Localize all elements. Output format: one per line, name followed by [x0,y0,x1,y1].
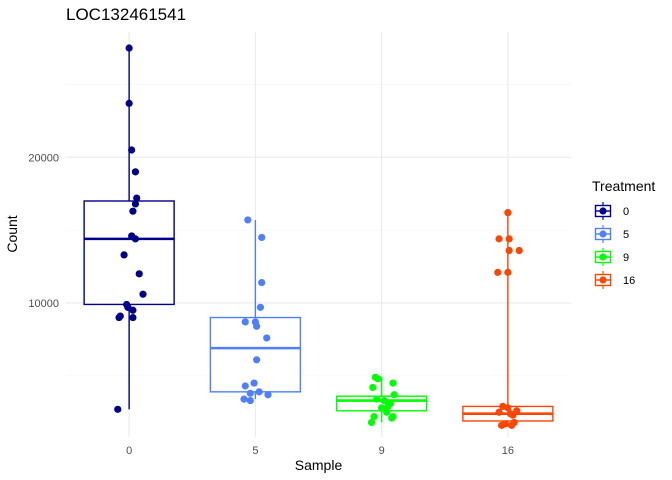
x-tick-label: 0 [126,445,132,457]
box-rect [83,200,175,306]
data-point [240,395,248,403]
points-16 [494,209,523,429]
legend-key-point [599,230,607,238]
legend-label: 5 [623,229,629,241]
legend-label: 16 [623,275,635,287]
data-point [256,303,265,311]
data-point [253,356,261,364]
x-tick-label: 5 [252,445,258,457]
points-5 [240,216,272,405]
data-point [383,408,391,416]
data-point [139,290,147,298]
data-point [497,421,506,429]
data-point [369,383,377,392]
data-point [125,44,133,52]
data-point [505,235,513,243]
data-point [135,270,143,278]
box-16 [462,212,554,426]
data-point [241,382,249,390]
data-point [241,318,249,326]
data-point [494,268,502,276]
data-point [510,418,518,427]
data-point [380,396,388,405]
legend-item-0: 0 [594,202,629,220]
legend-label: 0 [623,206,629,218]
data-point [128,146,136,154]
data-point [246,389,254,397]
data-point [367,418,376,427]
data-point [504,268,512,276]
data-point [504,209,512,217]
data-point [129,313,137,322]
data-point [131,200,140,208]
legend-key-point [599,276,607,284]
legend: Treatment 0 5 9 16 [592,178,655,289]
data-point [120,251,128,259]
legend-label: 9 [623,252,629,264]
data-point [115,313,123,322]
data-point [504,404,512,412]
x-tick-label: 16 [502,445,514,457]
box-0 [83,48,175,410]
y-axis-title: Count [4,215,20,252]
data-point [389,413,397,421]
data-point [246,396,254,405]
data-point [509,411,517,419]
y-axis-ticks: 10000 20000 [28,152,59,310]
data-point [370,413,378,421]
data-point [372,395,381,403]
data-point [390,391,398,399]
data-point [515,246,523,255]
points-0 [114,44,147,413]
data-point [495,235,503,243]
data-point [258,278,266,287]
data-point [389,379,397,387]
box-5 [209,219,302,400]
legend-item-5: 5 [594,225,629,243]
x-axis-ticks: 0 5 9 16 [126,445,514,457]
x-axis-title: Sample [295,457,343,473]
box-rect [209,316,302,393]
data-point [129,207,137,215]
data-point [133,194,141,202]
data-point [378,404,386,412]
y-tick-label: 10000 [28,298,59,310]
legend-items: 0 5 9 16 [594,202,635,289]
data-point [374,375,382,383]
data-point [129,306,137,314]
data-point [384,402,392,411]
box-layer [83,48,554,426]
points-9 [367,373,398,427]
data-point [131,235,140,243]
legend-key-point [599,207,607,215]
data-point [263,334,271,342]
legend-key-point [599,253,607,261]
data-point [264,391,272,399]
data-point [125,99,133,107]
points-layer [114,44,523,429]
x-tick-label: 9 [379,445,385,457]
data-point [244,216,252,224]
y-tick-label: 20000 [28,152,59,164]
chart-title: LOC132461541 [66,5,186,24]
data-point [505,246,513,255]
data-point [131,168,140,176]
data-point [258,233,266,242]
legend-item-16: 16 [594,271,635,289]
legend-item-9: 9 [594,248,629,266]
data-point [495,408,503,416]
data-point [253,322,261,330]
data-point [250,379,258,387]
data-point [114,405,122,413]
data-point [255,388,263,396]
legend-title: Treatment [592,178,655,194]
